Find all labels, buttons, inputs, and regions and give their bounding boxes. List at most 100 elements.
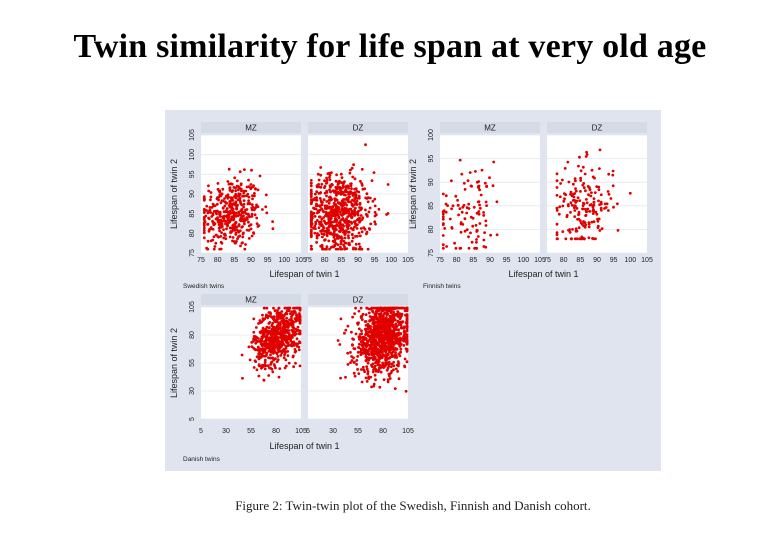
x-tick-label: 90: [486, 257, 494, 264]
data-point: [382, 312, 386, 316]
data-point: [343, 236, 347, 240]
data-point: [203, 198, 206, 201]
data-point: [340, 176, 344, 180]
data-point: [319, 173, 323, 177]
data-point: [555, 206, 559, 210]
data-point: [267, 326, 271, 329]
data-point: [567, 180, 571, 184]
data-point: [356, 368, 359, 371]
data-point: [451, 204, 455, 208]
data-point: [598, 167, 601, 170]
data-point: [346, 198, 349, 202]
data-point: [355, 227, 359, 230]
facet-label: DZ: [353, 296, 364, 305]
data-point: [234, 211, 238, 215]
data-point: [405, 333, 409, 337]
data-point: [235, 206, 239, 210]
data-point: [356, 322, 360, 326]
x-tick-label: 105: [534, 257, 546, 264]
data-point: [335, 198, 339, 202]
data-point: [342, 211, 346, 215]
x-tick-label: 90: [593, 257, 601, 264]
data-point: [290, 310, 294, 313]
x-tick-label: 80: [379, 428, 387, 435]
y-tick-label: 75: [428, 249, 435, 257]
data-point: [347, 236, 350, 240]
data-point: [557, 212, 561, 216]
data-point: [328, 224, 331, 228]
data-point: [357, 309, 361, 313]
data-point: [218, 212, 221, 216]
data-point: [581, 165, 585, 169]
data-point: [368, 206, 372, 210]
data-point: [232, 202, 235, 205]
facet-label: MZ: [245, 296, 257, 305]
data-point: [322, 233, 326, 236]
data-point: [628, 191, 632, 195]
data-point: [566, 160, 570, 164]
data-point: [219, 240, 223, 244]
data-point: [209, 191, 213, 194]
data-point: [328, 178, 332, 182]
data-point: [351, 236, 355, 240]
facet-strip: [547, 122, 647, 133]
data-point: [264, 338, 268, 342]
data-point: [445, 245, 448, 248]
data-point: [247, 237, 251, 240]
data-point: [482, 211, 485, 214]
data-point: [600, 227, 604, 231]
data-point: [350, 166, 354, 170]
data-point: [395, 363, 399, 367]
x-tick-label: 75: [543, 257, 551, 264]
data-point: [355, 189, 359, 193]
data-point: [372, 171, 376, 174]
data-point: [370, 316, 373, 320]
data-point: [465, 211, 469, 215]
data-point: [591, 206, 595, 209]
data-point: [402, 306, 406, 310]
data-point: [567, 228, 570, 232]
data-point: [478, 188, 481, 192]
y-tick-label: 100: [428, 129, 435, 141]
data-point: [309, 179, 313, 182]
data-point: [281, 349, 285, 353]
data-point: [576, 217, 579, 221]
data-point: [375, 320, 379, 324]
data-point: [268, 340, 272, 344]
data-point: [251, 194, 254, 198]
data-point: [394, 336, 398, 340]
data-point: [373, 355, 377, 359]
data-point: [222, 228, 225, 231]
data-point: [484, 219, 488, 223]
data-point: [270, 333, 274, 337]
data-point: [339, 223, 343, 227]
data-point: [485, 204, 488, 207]
x-tick-label: 75: [436, 257, 444, 264]
data-point: [382, 324, 386, 328]
data-point: [218, 193, 222, 197]
data-point: [225, 227, 228, 231]
data-point: [370, 349, 374, 353]
data-point: [611, 169, 615, 173]
data-point: [255, 355, 259, 359]
data-point: [368, 347, 371, 351]
data-point: [473, 246, 476, 250]
data-point: [327, 199, 331, 202]
data-point: [238, 234, 242, 238]
data-point: [328, 206, 331, 210]
data-point: [212, 223, 216, 227]
data-point: [298, 341, 302, 345]
data-point: [574, 179, 577, 183]
data-point: [318, 215, 321, 219]
data-point: [325, 194, 328, 198]
data-point: [241, 232, 245, 236]
data-point: [382, 378, 386, 381]
y-tick-label: 5: [189, 417, 196, 421]
data-point: [373, 204, 377, 208]
data-point: [286, 354, 290, 357]
data-point: [202, 195, 206, 198]
data-point: [321, 235, 324, 239]
data-point: [233, 176, 237, 180]
data-point: [376, 362, 380, 365]
data-point: [218, 229, 221, 233]
